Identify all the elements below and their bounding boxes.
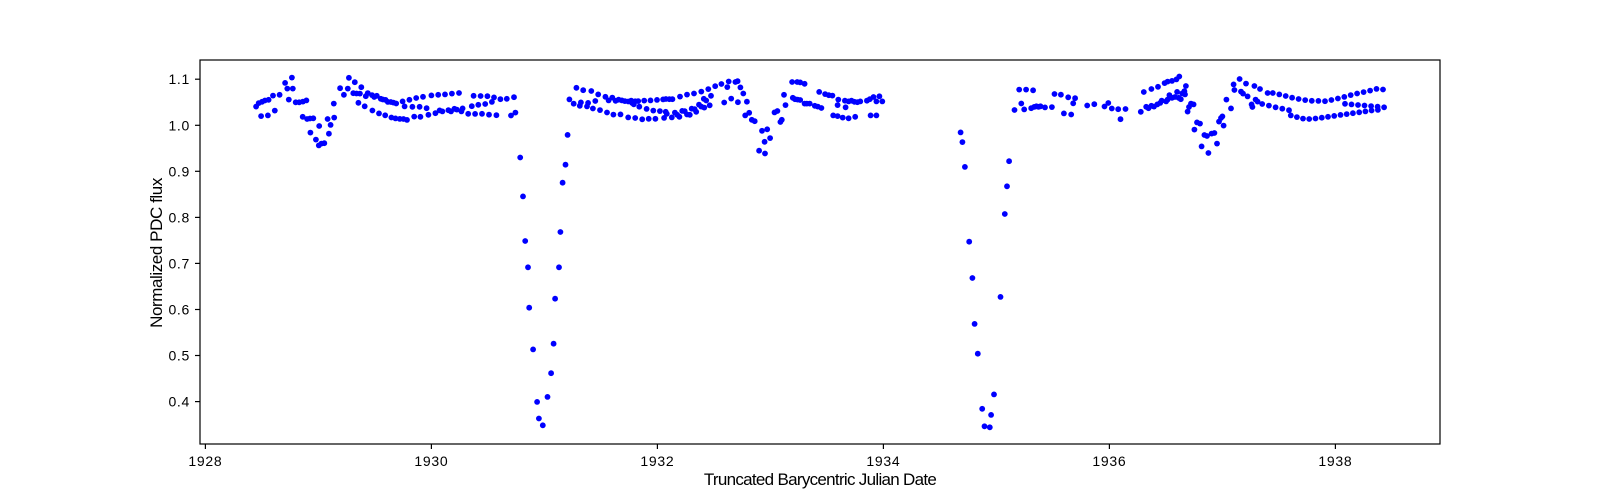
svg-text:1.1: 1.1 <box>168 71 190 87</box>
svg-text:0.4: 0.4 <box>168 394 190 410</box>
svg-text:1932: 1932 <box>640 453 674 469</box>
svg-text:Normalized PDC flux: Normalized PDC flux <box>147 177 166 328</box>
svg-text:0.6: 0.6 <box>168 302 190 318</box>
svg-text:0.8: 0.8 <box>168 209 190 225</box>
svg-text:1928: 1928 <box>188 453 222 469</box>
svg-text:0.7: 0.7 <box>168 255 190 271</box>
svg-text:1930: 1930 <box>414 453 448 469</box>
svg-text:1934: 1934 <box>866 453 900 469</box>
svg-text:0.9: 0.9 <box>168 163 190 179</box>
svg-text:0.5: 0.5 <box>168 348 190 364</box>
svg-text:1938: 1938 <box>1318 453 1352 469</box>
svg-text:Truncated Barycentric Julian D: Truncated Barycentric Julian Date <box>704 470 937 489</box>
svg-text:1936: 1936 <box>1092 453 1126 469</box>
svg-text:1.0: 1.0 <box>168 117 190 133</box>
